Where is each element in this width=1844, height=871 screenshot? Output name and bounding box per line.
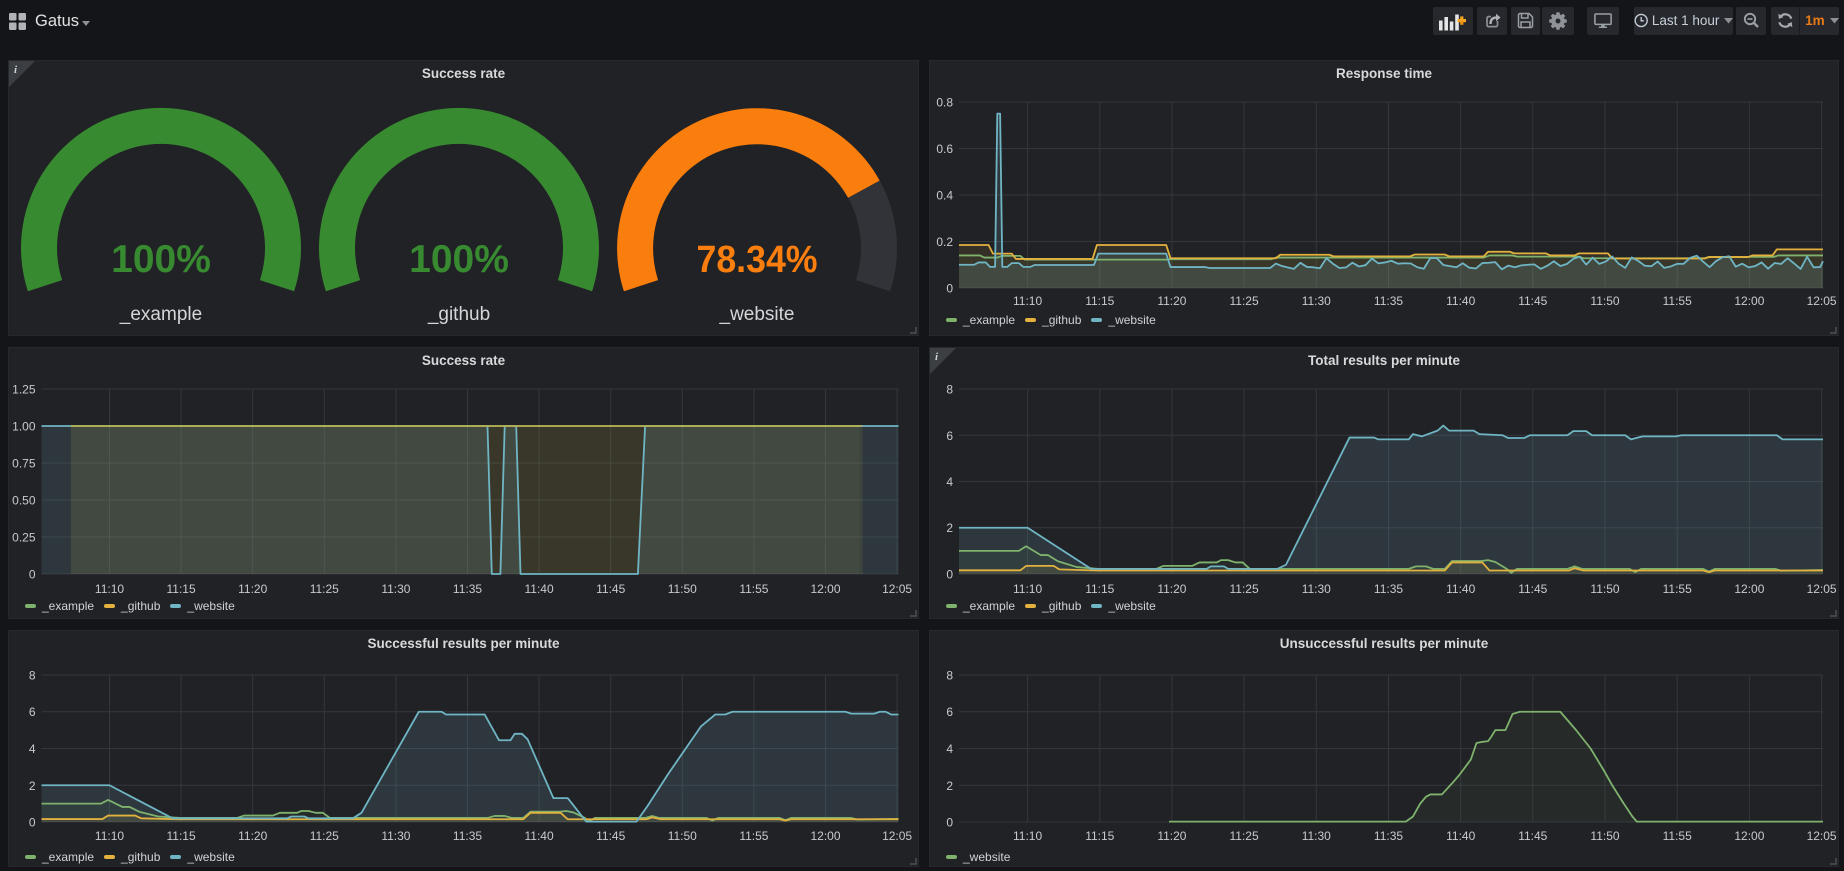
svg-text:0.25: 0.25	[12, 531, 36, 545]
svg-text:11:50: 11:50	[1590, 829, 1619, 843]
svg-text:11:25: 11:25	[310, 582, 339, 596]
svg-text:11:25: 11:25	[310, 829, 339, 843]
svg-text:_example: _example	[119, 304, 202, 325]
svg-text:6: 6	[946, 705, 953, 719]
svg-text:11:15: 11:15	[1085, 582, 1114, 596]
svg-text:0: 0	[946, 282, 953, 296]
svg-text:11:10: 11:10	[1013, 582, 1042, 596]
svg-text:11:40: 11:40	[1446, 294, 1475, 308]
svg-text:6: 6	[946, 429, 953, 443]
svg-text:11:55: 11:55	[739, 582, 768, 596]
svg-text:0: 0	[29, 816, 36, 830]
svg-text:11:20: 11:20	[1157, 829, 1186, 843]
svg-text:11:40: 11:40	[1446, 829, 1475, 843]
svg-text:11:30: 11:30	[1302, 829, 1331, 843]
svg-text:11:35: 11:35	[453, 829, 482, 843]
svg-text:12:00: 12:00	[1734, 294, 1764, 308]
svg-text:0.8: 0.8	[936, 96, 953, 110]
svg-text:0.6: 0.6	[936, 142, 953, 156]
svg-text:100%: 100%	[111, 238, 211, 281]
svg-text:11:15: 11:15	[1085, 294, 1114, 308]
svg-text:11:45: 11:45	[1518, 294, 1547, 308]
svg-text:12:05: 12:05	[1807, 582, 1837, 596]
svg-text:2: 2	[946, 779, 953, 793]
svg-text:0: 0	[946, 568, 953, 582]
svg-text:11:45: 11:45	[596, 582, 625, 596]
svg-text:4: 4	[946, 742, 953, 756]
svg-text:12:00: 12:00	[1734, 582, 1764, 596]
svg-text:0: 0	[29, 568, 36, 582]
svg-text:11:35: 11:35	[1374, 294, 1403, 308]
svg-text:12:05: 12:05	[1807, 829, 1837, 843]
svg-text:1.00: 1.00	[12, 420, 36, 434]
svg-text:_github: _github	[427, 304, 490, 325]
svg-text:11:45: 11:45	[1518, 829, 1547, 843]
svg-text:11:30: 11:30	[381, 582, 410, 596]
svg-text:11:30: 11:30	[1302, 582, 1331, 596]
svg-text:11:50: 11:50	[1590, 294, 1619, 308]
svg-text:11:15: 11:15	[1085, 829, 1114, 843]
svg-text:i: i	[14, 64, 18, 76]
svg-text:11:50: 11:50	[1590, 582, 1619, 596]
svg-text:8: 8	[946, 383, 953, 397]
svg-text:12:00: 12:00	[810, 829, 840, 843]
svg-text:11:50: 11:50	[668, 829, 697, 843]
svg-text:0.75: 0.75	[12, 457, 36, 471]
svg-text:11:25: 11:25	[1230, 294, 1259, 308]
svg-text:11:25: 11:25	[1230, 829, 1259, 843]
svg-text:8: 8	[29, 669, 36, 683]
svg-text:11:40: 11:40	[1446, 582, 1475, 596]
svg-text:0: 0	[946, 816, 953, 830]
svg-text:11:10: 11:10	[95, 582, 124, 596]
svg-text:11:25: 11:25	[1230, 582, 1259, 596]
svg-text:12:00: 12:00	[1734, 829, 1764, 843]
svg-text:78.34%: 78.34%	[696, 238, 817, 280]
svg-text:11:30: 11:30	[381, 829, 410, 843]
svg-text:11:10: 11:10	[95, 829, 124, 843]
svg-text:i: i	[935, 351, 939, 363]
svg-text:11:55: 11:55	[739, 829, 768, 843]
svg-text:12:05: 12:05	[882, 829, 912, 843]
svg-text:11:55: 11:55	[1663, 294, 1692, 308]
svg-text:11:35: 11:35	[1374, 582, 1403, 596]
svg-text:11:55: 11:55	[1663, 829, 1692, 843]
svg-text:_website: _website	[719, 304, 795, 325]
svg-text:0.4: 0.4	[936, 189, 953, 203]
svg-text:11:40: 11:40	[525, 829, 554, 843]
svg-text:12:05: 12:05	[1807, 294, 1837, 308]
svg-text:4: 4	[946, 475, 953, 489]
svg-text:11:40: 11:40	[525, 582, 554, 596]
svg-text:11:20: 11:20	[1157, 294, 1186, 308]
svg-text:12:05: 12:05	[882, 582, 912, 596]
svg-text:11:15: 11:15	[167, 582, 196, 596]
svg-text:8: 8	[946, 669, 953, 683]
svg-text:11:10: 11:10	[1013, 294, 1042, 308]
svg-text:2: 2	[946, 521, 953, 535]
svg-text:11:50: 11:50	[668, 582, 697, 596]
svg-text:0.2: 0.2	[936, 235, 953, 249]
svg-text:11:15: 11:15	[167, 829, 196, 843]
svg-text:11:45: 11:45	[1518, 582, 1547, 596]
svg-text:11:35: 11:35	[453, 582, 482, 596]
svg-text:1.25: 1.25	[12, 383, 36, 397]
svg-text:2: 2	[29, 779, 36, 793]
svg-text:11:35: 11:35	[1374, 829, 1403, 843]
svg-text:11:45: 11:45	[596, 829, 625, 843]
svg-text:11:55: 11:55	[1663, 582, 1692, 596]
svg-text:0.50: 0.50	[12, 494, 36, 508]
svg-text:11:30: 11:30	[1302, 294, 1331, 308]
svg-text:12:00: 12:00	[810, 582, 840, 596]
svg-text:100%: 100%	[409, 238, 509, 281]
svg-text:11:20: 11:20	[238, 829, 267, 843]
svg-text:4: 4	[29, 742, 36, 756]
svg-text:6: 6	[29, 705, 36, 719]
svg-text:11:10: 11:10	[1013, 829, 1042, 843]
svg-text:11:20: 11:20	[238, 582, 267, 596]
svg-text:11:20: 11:20	[1157, 582, 1186, 596]
